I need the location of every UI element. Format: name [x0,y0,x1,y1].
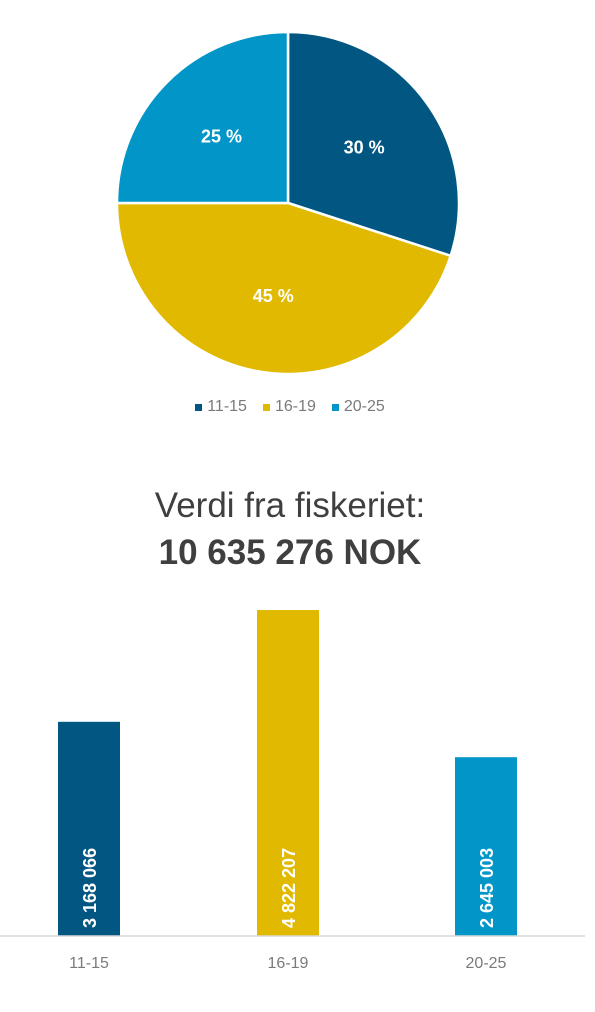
legend-item-20-25: 20-25 [331,398,385,416]
bar-20-25 [455,757,517,936]
pie-label-20-25: 25 % [201,127,242,147]
legend-item-11-15: 11-15 [195,398,247,416]
x-tick-label-11-15: 11-15 [69,955,109,972]
pie-chart: 30 % 45 % 25 % [115,30,461,376]
legend-swatch-16-19 [262,403,270,411]
x-tick-label-16-19: 16-19 [268,955,309,972]
bar-value-label-20-25: 2 645 003 [477,848,497,928]
legend-swatch-11-15 [195,403,203,411]
legend-label-16-19: 16-19 [274,398,316,415]
pie-label-11-15: 30 % [344,138,385,158]
headline-label: Verdi fra fiskeriet: [154,486,426,525]
pie-slice-16-19 [115,201,453,376]
legend-swatch-20-25 [331,403,339,411]
headline-value: 10 635 276 NOK [158,533,422,572]
bar-11-15 [58,721,120,936]
legend-label-20-25: 20-25 [343,398,385,415]
bar-value-label-11-15: 3 168 066 [80,848,100,928]
pie-slice-20-25 [115,30,290,205]
pie-legend: 11-15 16-19 20-25 [0,398,580,416]
bar-value-label-16-19: 4 822 207 [279,848,299,928]
legend-item-16-19: 16-19 [262,398,316,416]
legend-label-11-15: 11-15 [207,398,247,415]
bar-16-19 [257,610,319,936]
x-tick-label-20-25: 20-25 [466,955,507,972]
pie-slice-11-15 [286,30,461,258]
pie-label-16-19: 45 % [253,286,294,306]
